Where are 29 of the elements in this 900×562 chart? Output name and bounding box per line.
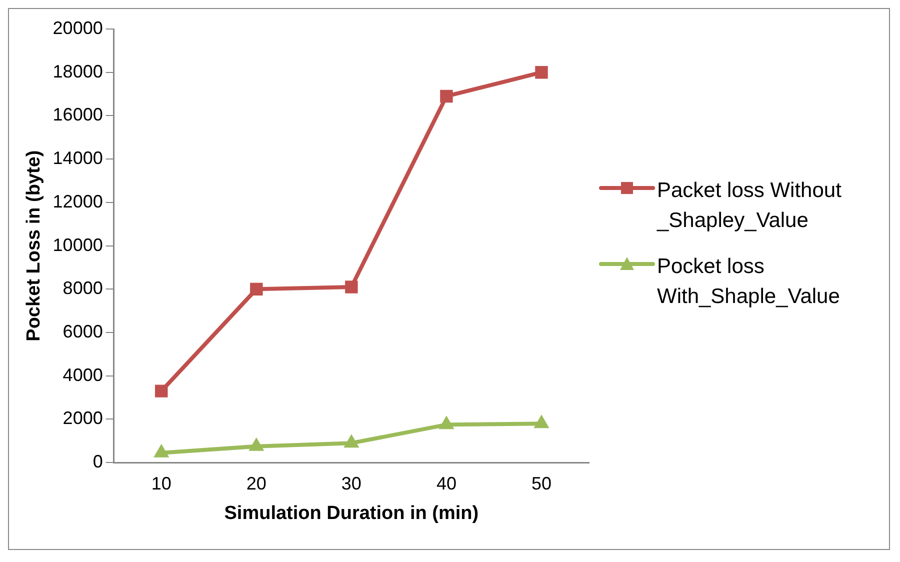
x-axis-title: Simulation Duration in (min) (224, 502, 479, 524)
x-tick-label: 30 (341, 473, 362, 494)
x-tick-label: 20 (246, 473, 266, 494)
x-tick-label: 50 (531, 473, 552, 494)
point (345, 280, 358, 294)
y-tick-label: 6000 (62, 321, 103, 342)
y-tick-label: 14000 (52, 148, 103, 168)
point (250, 282, 263, 296)
point (248, 437, 264, 451)
point (154, 444, 170, 458)
y-tick-label: 4000 (62, 364, 103, 385)
y-tick-label: 8000 (62, 278, 103, 298)
point (438, 416, 454, 430)
point (344, 434, 360, 448)
y-tick-label: 2000 (62, 408, 103, 428)
y-axis-title: Pocket Loss in (byte) (24, 150, 45, 342)
y-tick-label: 18000 (52, 61, 103, 82)
y-tick-label: 0 (92, 452, 103, 472)
point (534, 414, 550, 428)
point (440, 90, 453, 103)
y-tick-label: 20000 (52, 18, 103, 38)
y-tick-label: 12000 (52, 191, 103, 212)
point (535, 66, 548, 79)
x-tick-label: 40 (436, 473, 456, 494)
x-tick-label: 10 (151, 473, 172, 494)
y-tick-label: 10000 (52, 234, 103, 255)
y-tick-label: 16000 (52, 104, 103, 125)
legend-label: Packet loss Without _Shapley_Value (657, 178, 842, 234)
legend-label: Pocket loss With_Shaple_Value (657, 254, 841, 310)
